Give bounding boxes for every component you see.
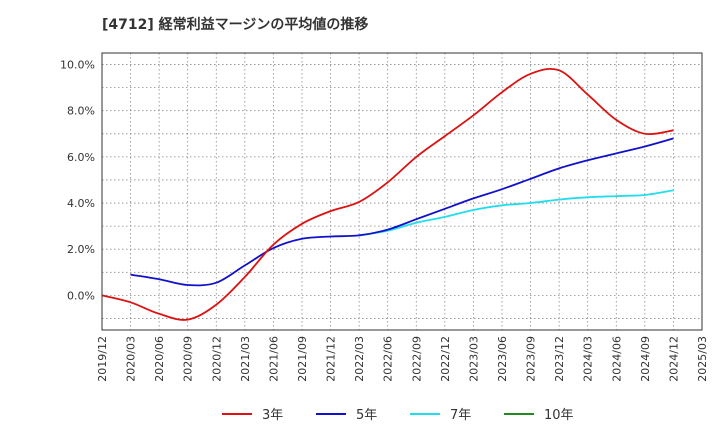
- y-tick-label: 0.0%: [67, 289, 95, 302]
- series-line-1: [101, 67, 674, 321]
- x-tick-label: 2023/06: [496, 336, 509, 382]
- x-tick-label: 2020/09: [182, 336, 195, 382]
- series-line-2: [130, 137, 674, 287]
- grid-layer: [102, 53, 702, 330]
- y-tick-label: 10.0%: [60, 59, 95, 72]
- x-tick-label: 2022/06: [382, 336, 395, 382]
- x-tick-label: 2024/03: [582, 336, 595, 382]
- chart-title: [4712] 経常利益マージンの平均値の推移: [102, 17, 369, 33]
- legend-label: 5年: [356, 408, 377, 423]
- x-tick-label: 2020/03: [125, 336, 138, 382]
- legend: 3年 5年 7年 10年: [222, 408, 574, 423]
- x-tick-label: 2022/09: [410, 336, 423, 382]
- x-tick-label: 2022/03: [353, 336, 366, 382]
- x-tick-label: 2021/12: [325, 336, 338, 382]
- legend-label: 10年: [544, 408, 574, 423]
- x-tick-label: 2023/03: [467, 336, 480, 382]
- y-tick-label: 4.0%: [67, 197, 95, 210]
- x-tick-label: 2024/06: [610, 336, 623, 382]
- series-layer: [101, 67, 674, 321]
- y-tick-label: 8.0%: [67, 105, 95, 118]
- x-tick-label: 2020/06: [153, 336, 166, 382]
- y-axis-tick-labels: 0.0% 2.0% 4.0% 6.0% 8.0% 10.0%: [60, 59, 95, 303]
- x-tick-label: 2021/09: [296, 336, 309, 382]
- x-tick-label: 2022/12: [439, 336, 452, 382]
- legend-item: 7年: [410, 408, 471, 423]
- legend-label: 7年: [450, 408, 471, 423]
- x-axis-tick-labels: 2019/12 2020/03 2020/06 2020/09 2020/12 2021/…: [96, 336, 709, 382]
- x-tick-label: 2019/12: [96, 336, 109, 382]
- legend-item: 5年: [316, 408, 377, 423]
- legend-item: 3年: [222, 408, 283, 423]
- plot-frame: [101, 52, 703, 331]
- x-tick-label: 2021/03: [239, 336, 252, 382]
- x-tick-label: 2024/12: [667, 336, 680, 382]
- x-tick-label: 2023/09: [525, 336, 538, 382]
- legend-item: 10年: [504, 408, 574, 423]
- legend-label: 3年: [262, 408, 283, 423]
- x-tick-label: 2025/03: [696, 336, 709, 382]
- y-tick-label: 6.0%: [67, 151, 95, 164]
- series-line-3: [358, 189, 674, 237]
- y-tick-label: 2.0%: [67, 243, 95, 256]
- x-tick-label: 2021/06: [267, 336, 280, 382]
- x-tick-label: 2024/09: [639, 336, 652, 382]
- x-tick-label: 2020/12: [210, 336, 223, 382]
- x-tick-label: 2023/12: [553, 336, 566, 382]
